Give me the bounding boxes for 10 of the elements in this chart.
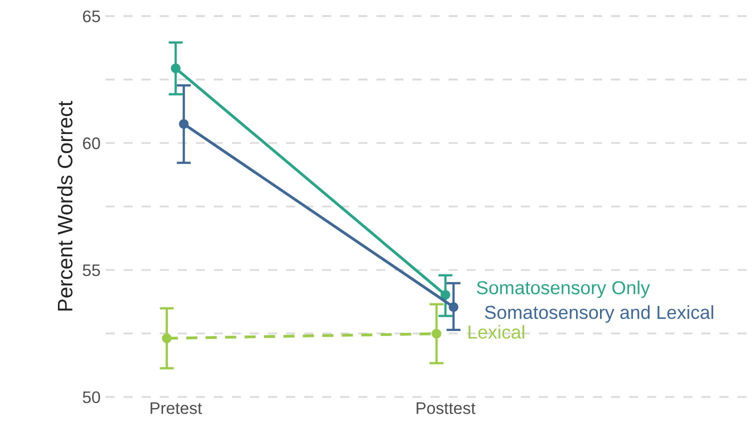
y-tick-label: 65 — [83, 10, 100, 22]
x-tick-label: Posttest — [416, 402, 476, 414]
y-tick-label: 60 — [83, 137, 100, 150]
x-tick-label: Pretest — [150, 402, 202, 414]
series-label: Somatosensory and Lexical — [484, 305, 714, 323]
y-tick-label: 55 — [82, 264, 100, 276]
series-label: Lexical — [468, 324, 524, 339]
series-label: Somatosensory Only — [476, 280, 650, 298]
y-tick-label: 50 — [82, 391, 100, 404]
y-axis-title: Percent Words Correct — [57, 100, 72, 311]
